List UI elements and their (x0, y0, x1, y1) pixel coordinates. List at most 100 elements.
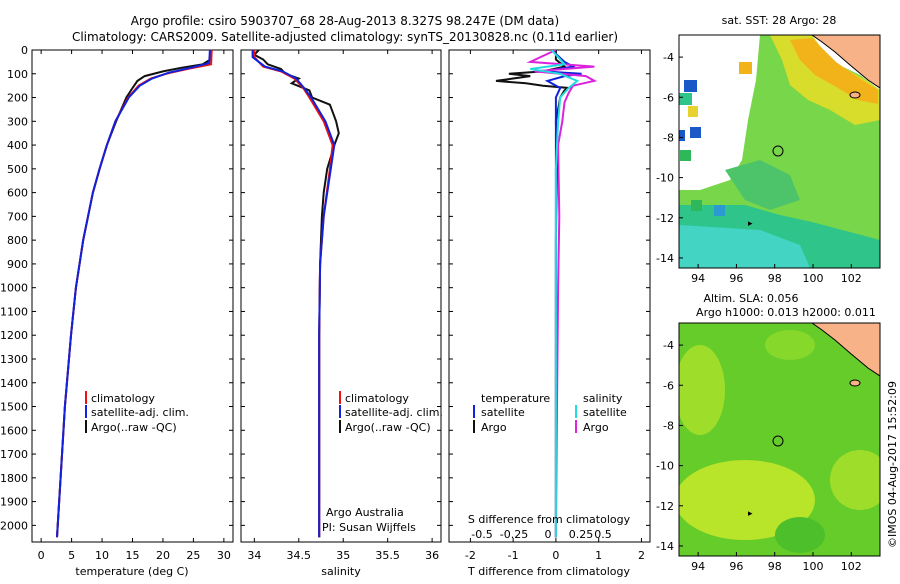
sst-pixel-5 (690, 127, 701, 138)
sst-pixel-1 (739, 62, 752, 74)
series-line-argo-raw-qc- (56, 50, 213, 538)
sla-map-title-1: Altim. SLA: 0.056 (703, 292, 798, 305)
series-line-salinity-argo (526, 50, 598, 538)
y-tick-label: 500 (7, 163, 28, 176)
x2-tick-label: 0.25 (569, 528, 594, 541)
credit-pi: PI: Susan Wijffels (322, 521, 416, 534)
sst-pixel-9 (714, 205, 725, 216)
salinity-panel: 34 34.5 35 35.5 36 salinity climatology sate… (240, 49, 443, 578)
y-tick-label: 800 (7, 234, 28, 247)
x2-tick-label: -0.25 (500, 528, 528, 541)
s-difference-axis-label: S difference from climatology (468, 513, 631, 526)
y-tick-label: 700 (7, 210, 28, 223)
depth-axis-ticks: 0 100 200 300 400 500 600 700 800 900 1000 1100 1200… (0, 44, 233, 532)
x-tick-label: 1 (595, 549, 602, 562)
legend-label-argo: Argo(..raw -QC) (345, 421, 431, 434)
salinity-legend: climatology satellite-adj. clim. Argo(..… (339, 391, 443, 434)
float-track-marker: ▸ (748, 509, 753, 519)
x-tick-label: 36 (425, 549, 439, 562)
difference-panel: -2 -1 0 1 2 S difference from climatology -0… (448, 49, 651, 578)
sst-pixel-2 (684, 80, 697, 92)
sst-orange-field (790, 38, 878, 104)
map-y-tick-label: -12 (656, 212, 674, 225)
legend-head-salinity: salinity (583, 392, 623, 405)
map-x-tick-label: 98 (768, 272, 782, 285)
salinity-axis-ticks: 34 34.5 35 35.5 36 (247, 50, 439, 562)
salinity-axis-label: salinity (321, 565, 361, 578)
sst-map: sat. SST: 28 Argo: 28 ▸ 94 96 98 100 102 -4 -6… (656, 14, 881, 285)
sla-map-frame (678, 322, 881, 557)
y-tick-label: 1200 (0, 329, 28, 342)
map-y-tick-label: -8 (663, 131, 674, 144)
difference-depth-ticks (449, 49, 650, 526)
map-x-tick-label: 98 (768, 560, 782, 573)
series-line-argo-raw-qc- (252, 50, 340, 538)
imos-footer: ©IMOS 04-Aug-2017 15:52:09 (886, 381, 899, 548)
x-tick-label: 0 (552, 549, 559, 562)
x-tick-label: 20 (156, 549, 170, 562)
map-x-tick-label: 102 (841, 272, 862, 285)
sumatra-land-2 (811, 323, 880, 377)
y-tick-label: 0 (21, 44, 28, 57)
legend-label-climatology: climatology (91, 392, 155, 405)
y-tick-label: 1600 (0, 424, 28, 437)
legend-label-satellite: satellite-adj. clim. (345, 406, 443, 419)
sst-map-frame (678, 34, 881, 269)
sst-map-ticks: 94 96 98 100 102 -4 -6 -8 -10 -12 -14 (656, 51, 862, 285)
difference-plot-frame (448, 49, 651, 543)
series-line-climatology (56, 50, 213, 538)
temperature-legend: climatology satellite-adj. clim. Argo(..… (85, 391, 189, 434)
series-line-salinity-satellite (530, 50, 580, 538)
map-x-tick-label: 102 (841, 560, 862, 573)
map-y-tick-label: -4 (663, 339, 674, 352)
x-tick-label: 15 (126, 549, 140, 562)
argo-position-marker (772, 145, 784, 157)
map-x-tick-label: 96 (729, 272, 743, 285)
legend-label-satellite: satellite-adj. clim. (91, 406, 189, 419)
y-tick-label: 200 (7, 92, 28, 105)
sla-map-ticks: 94 96 98 100 102 -4 -6 -8 -10 -12 -14 (656, 339, 862, 573)
map-y-tick-label: -8 (663, 419, 674, 432)
sst-map-title: sat. SST: 28 Argo: 28 (722, 14, 837, 27)
sla-map: Altim. SLA: 0.056 Argo h1000: 0.013 h200… (656, 292, 881, 573)
argo-position-marker (772, 435, 784, 447)
map-y-tick-label: -4 (663, 51, 674, 64)
temperature-panel: 0100200300400500600700800900100011001200… (0, 44, 234, 578)
difference-axis-ticks: -2 -1 0 1 2 (465, 50, 645, 562)
y-tick-label: 2000 (0, 519, 28, 532)
sst-pixel-6 (679, 130, 685, 141)
legend-label-s-argo: Argo (583, 421, 609, 434)
x-tick-label: -1 (508, 549, 519, 562)
y-tick-label: 600 (7, 187, 28, 200)
map-y-tick-label: -14 (656, 252, 674, 265)
map-y-tick-label: -6 (663, 91, 674, 104)
temperature-axis-ticks: 0 5 10 15 20 25 30 (38, 50, 231, 562)
title-line-2: Climatology: CARS2009. Satellite-adjuste… (72, 30, 618, 44)
map-y-tick-label: -10 (656, 172, 674, 185)
y-tick-label: 1300 (0, 353, 28, 366)
map-y-tick-label: -10 (656, 460, 674, 473)
s-difference-ticks: -0.5 -0.25 0 0.25 0.5 (471, 528, 611, 541)
series-line-satellite-adj-clim- (56, 50, 211, 538)
sst-pixel-8 (691, 200, 702, 211)
sst-teal-field (725, 160, 800, 210)
y-tick-label: 1900 (0, 496, 28, 509)
temperature-axis-label: temperature (deg C) (75, 565, 188, 578)
legend-label-s-satellite: satellite (583, 406, 627, 419)
island-1 (849, 91, 861, 99)
x2-tick-label: 0.5 (594, 528, 612, 541)
map-x-tick-label: 100 (803, 560, 824, 573)
map-x-tick-label: 100 (803, 272, 824, 285)
sumatra-land (811, 35, 880, 89)
map-x-tick-label: 96 (729, 560, 743, 573)
sst-pixel-3 (679, 93, 692, 105)
series-line-satellite-adj-clim- (251, 50, 336, 538)
y-tick-label: 1800 (0, 472, 28, 485)
sla-map-title-2: Argo h1000: 0.013 h2000: 0.011 (696, 306, 876, 319)
difference-legend: temperature salinity satellite Argo sate… (473, 392, 627, 434)
y-tick-label: 100 (7, 68, 28, 81)
x-tick-label: 34.5 (287, 549, 312, 562)
y-tick-label: 1500 (0, 401, 28, 414)
sst-cyan-field (679, 225, 810, 268)
